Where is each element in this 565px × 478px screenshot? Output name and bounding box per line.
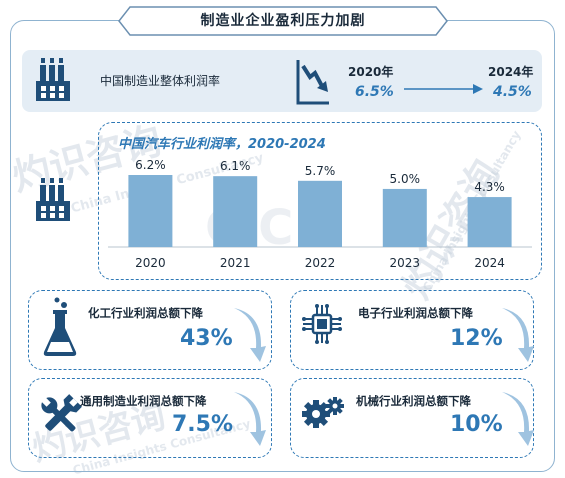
card-general-manufacturing-value: 7.5% bbox=[172, 412, 234, 437]
end-value: 4.5% bbox=[493, 84, 532, 100]
card-machinery-value: 10% bbox=[450, 412, 503, 437]
swoosh-down-arrow-icon bbox=[232, 306, 266, 368]
card-electronics-value: 12% bbox=[450, 326, 503, 351]
card-chemical bbox=[28, 290, 272, 370]
overall-margin-label: 中国制造业整体利润率 bbox=[100, 74, 221, 88]
card-chemical-label: 化工行业利润总额下降 bbox=[88, 306, 203, 320]
card-electronics bbox=[290, 290, 534, 370]
card-general-manufacturing bbox=[28, 378, 272, 458]
start-value: 6.5% bbox=[355, 84, 394, 100]
decline-trend-icon bbox=[295, 58, 331, 110]
card-machinery-label: 机械行业利润总额下降 bbox=[356, 394, 471, 408]
chip-icon bbox=[300, 302, 344, 350]
factory-icon bbox=[33, 176, 73, 226]
tools-icon bbox=[36, 392, 84, 444]
swoosh-down-arrow-icon bbox=[500, 306, 534, 368]
swoosh-down-arrow-icon bbox=[500, 390, 534, 452]
gears-icon bbox=[298, 394, 346, 438]
swoosh-down-arrow-icon bbox=[232, 390, 266, 452]
card-electronics-label: 电子行业利润总额下降 bbox=[358, 306, 473, 320]
card-general-manufacturing-label: 通用制造业利润总额下降 bbox=[80, 394, 207, 408]
card-machinery bbox=[290, 378, 534, 458]
factory-icon bbox=[33, 56, 73, 106]
arrow-right-icon bbox=[402, 80, 484, 99]
card-chemical-value: 43% bbox=[180, 326, 233, 351]
page-title: 制造业企业盈利压力加剧 bbox=[200, 13, 366, 29]
end-year: 2024年 bbox=[488, 65, 534, 79]
chart-title: 中国汽车行业利润率，2020-2024 bbox=[118, 137, 326, 152]
title-banner: 制造业企业盈利压力加剧 bbox=[118, 6, 448, 36]
overall-margin-band bbox=[22, 50, 542, 112]
flask-icon bbox=[42, 296, 78, 362]
start-year: 2020年 bbox=[348, 65, 394, 79]
chart-panel bbox=[98, 122, 542, 280]
